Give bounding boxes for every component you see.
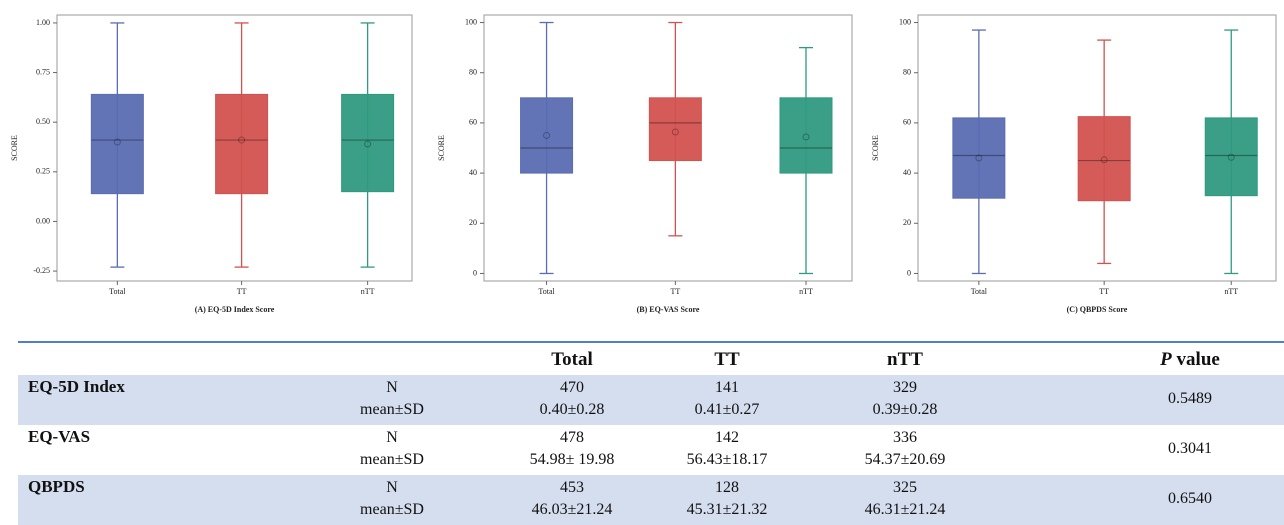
column-header: Total xyxy=(551,349,593,370)
mean-marker xyxy=(1227,153,1235,161)
mean-sd: 0.39±0.28 xyxy=(872,401,938,418)
group-name: EQ-VAS xyxy=(28,427,91,446)
x-tick-label: TT xyxy=(1099,287,1109,296)
mean-marker xyxy=(802,133,810,141)
n-value: 128 xyxy=(715,479,739,496)
x-tick-label: nTT xyxy=(799,287,813,296)
mean-sd: 0.41±0.27 xyxy=(694,401,760,418)
row-band xyxy=(18,375,1284,425)
group-name: QBPDS xyxy=(28,477,85,496)
n-value: 329 xyxy=(893,379,917,396)
y-tick-label: 0 xyxy=(907,268,911,277)
n-value: 453 xyxy=(560,479,584,496)
p-value: 0.3041 xyxy=(1168,440,1212,457)
mean-marker xyxy=(113,138,121,146)
column-header: TT xyxy=(714,349,740,370)
n-value: 478 xyxy=(560,429,584,446)
plot-frame xyxy=(483,14,853,282)
row-label: mean±SD xyxy=(360,451,424,468)
mean-sd: 46.31±21.24 xyxy=(864,501,946,518)
mean-marker xyxy=(671,128,679,136)
y-axis-label: SCORE xyxy=(871,135,880,161)
box xyxy=(779,97,833,174)
row-label: N xyxy=(386,429,398,446)
row-label: N xyxy=(386,379,398,396)
y-axis-label: SCORE xyxy=(437,135,446,161)
mean-marker xyxy=(543,131,551,139)
mean-marker xyxy=(238,136,246,144)
row-label: N xyxy=(386,479,398,496)
box xyxy=(1204,117,1258,197)
box xyxy=(1077,116,1131,202)
y-tick-label: 0 xyxy=(473,268,477,277)
mean-sd: 56.43±18.17 xyxy=(686,451,768,468)
y-tick-label: 1.00 xyxy=(36,18,50,27)
y-tick-label: 40 xyxy=(903,168,911,177)
x-axis-label: (A) EQ-5D Index Score xyxy=(195,305,275,314)
y-tick-label: 60 xyxy=(903,118,911,127)
x-tick-label: Total xyxy=(538,287,555,296)
y-tick-label: 100 xyxy=(899,17,911,26)
y-axis-label: SCORE xyxy=(10,135,19,161)
n-value: 470 xyxy=(560,379,584,396)
box xyxy=(90,93,144,195)
column-header: P value xyxy=(1160,349,1220,370)
mean-sd: 45.31±21.32 xyxy=(686,501,768,518)
box xyxy=(648,97,702,162)
box xyxy=(952,117,1006,199)
n-value: 336 xyxy=(893,429,917,446)
x-tick-label: nTT xyxy=(1224,287,1238,296)
mean-marker xyxy=(975,154,983,162)
n-value: 142 xyxy=(715,429,739,446)
x-tick-label: TT xyxy=(670,287,680,296)
p-value: 0.5489 xyxy=(1168,390,1212,407)
y-tick-label: 0.25 xyxy=(36,167,50,176)
y-tick-label: 20 xyxy=(469,218,477,227)
y-tick-label: 20 xyxy=(903,218,911,227)
column-header: nTT xyxy=(887,349,923,370)
n-value: 141 xyxy=(715,379,739,396)
x-axis-label: (C) QBPDS Score xyxy=(1067,305,1128,314)
row-band xyxy=(18,475,1284,525)
x-axis-label: (B) EQ-VAS Score xyxy=(637,305,700,314)
y-tick-label: 0.00 xyxy=(36,216,50,225)
box xyxy=(215,93,269,195)
p-value: 0.6540 xyxy=(1168,490,1212,507)
box xyxy=(520,97,574,174)
y-tick-label: 0.75 xyxy=(36,67,50,76)
mean-sd: 54.37±20.69 xyxy=(864,451,946,468)
table-rule xyxy=(18,341,1284,343)
n-value: 325 xyxy=(893,479,917,496)
row-label: mean±SD xyxy=(360,401,424,418)
x-tick-label: Total xyxy=(971,287,988,296)
x-tick-label: TT xyxy=(237,287,247,296)
charts: -0.25 0.00 0.25 0.50 0.75 1.00 SCORE (A) EQ-5D … xyxy=(10,14,1277,314)
mean-sd: 0.40±0.28 xyxy=(539,401,605,418)
mean-sd: 54.98± 19.98 xyxy=(529,451,615,468)
y-tick-label: 80 xyxy=(903,68,911,77)
mean-marker xyxy=(364,140,372,148)
y-tick-label: 100 xyxy=(465,17,477,26)
y-tick-label: 0.50 xyxy=(36,117,50,126)
mean-marker xyxy=(1100,156,1108,164)
y-tick-label: 40 xyxy=(469,168,477,177)
mean-sd: 46.03±21.24 xyxy=(531,501,613,518)
box xyxy=(341,93,395,193)
plot-frame xyxy=(56,14,413,282)
plot-frame xyxy=(917,14,1277,282)
x-tick-label: Total xyxy=(109,287,126,296)
x-tick-label: nTT xyxy=(361,287,375,296)
y-tick-label: 60 xyxy=(469,118,477,127)
row-label: mean±SD xyxy=(360,501,424,518)
y-tick-label: 80 xyxy=(469,68,477,77)
group-name: EQ-5D Index xyxy=(28,377,125,396)
y-tick-label: -0.25 xyxy=(33,266,50,275)
